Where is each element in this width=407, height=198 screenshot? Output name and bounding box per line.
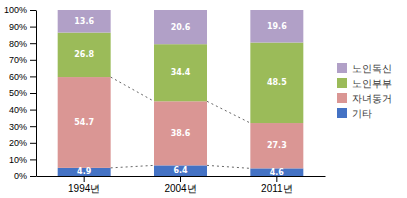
- data-label: 6.4: [173, 166, 188, 175]
- data-label: 38.6: [171, 129, 191, 138]
- legend-label: 기타: [352, 108, 372, 119]
- tick-label: 90%: [9, 22, 27, 32]
- legend-swatch: [337, 108, 347, 118]
- tick-mark: [30, 143, 36, 144]
- tick-label: 20%: [9, 138, 27, 148]
- tick-label: 30%: [9, 122, 27, 132]
- bar: [250, 123, 303, 168]
- bar: [154, 10, 207, 44]
- bar: [58, 10, 111, 33]
- data-label: 4.9: [77, 167, 92, 176]
- data-labels: 4.9 6.4 4.6 54.7 38.6 27.3 26.8 34.4 48.5 13.6 20.…: [74, 17, 287, 177]
- tick-label: 1994년: [68, 183, 100, 194]
- tick-mark: [276, 176, 277, 182]
- y-tick: 10%: [9, 155, 36, 165]
- tick-mark: [180, 176, 181, 182]
- bar: [154, 165, 207, 176]
- tick-mark: [30, 126, 36, 127]
- y-tick: 80%: [9, 39, 36, 49]
- tick-label: 2011년: [261, 183, 293, 194]
- y-tick: 100%: [4, 5, 36, 15]
- data-label: 48.5: [267, 78, 287, 87]
- legend-label: 노인부부: [352, 78, 392, 89]
- y-tick: 50%: [9, 88, 36, 98]
- bar: [154, 44, 207, 101]
- connector-line: [111, 77, 154, 101]
- tick-mark: [30, 76, 36, 77]
- chart: 0% 10% 20% 30% 40% 50% 60% 70% 80% 90% 100% 1994년 20…: [0, 0, 407, 198]
- tick-label: 0%: [14, 171, 27, 181]
- y-tick: 40%: [9, 105, 36, 115]
- legend-label: 노인독신: [352, 63, 392, 74]
- tick-label: 2004년: [164, 183, 196, 194]
- bar: [250, 10, 303, 43]
- tick-label: 60%: [9, 72, 27, 82]
- tick-mark: [30, 159, 36, 160]
- bar: [58, 168, 111, 176]
- bar: [58, 77, 111, 168]
- tick-mark: [30, 93, 36, 94]
- tick-label: 50%: [9, 88, 27, 98]
- y-tick: 90%: [9, 22, 36, 32]
- legend-swatch: [337, 78, 347, 88]
- tick-label: 10%: [9, 155, 27, 165]
- series: [58, 10, 304, 44]
- tick-label: 70%: [9, 55, 27, 65]
- legend-swatch: [337, 93, 347, 103]
- x-tick: 2011년: [261, 176, 293, 194]
- connector-line: [111, 165, 154, 167]
- bar: [250, 43, 303, 124]
- data-label: 54.7: [74, 118, 94, 127]
- y-tick: 70%: [9, 55, 36, 65]
- y-tick: 60%: [9, 72, 36, 82]
- y-axis: 0% 10% 20% 30% 40% 50% 60% 70% 80% 90% 100%: [4, 5, 37, 181]
- tick-mark: [30, 43, 36, 44]
- bar: [250, 168, 303, 176]
- connector-line: [207, 165, 250, 168]
- series: [58, 33, 304, 123]
- data-label: 34.4: [171, 68, 191, 77]
- legend-label: 자녀동거: [352, 93, 392, 104]
- y-tick: 0%: [14, 171, 36, 181]
- tick-mark: [30, 176, 36, 177]
- tick-label: 40%: [9, 105, 27, 115]
- legend-item: 노인독신: [337, 63, 392, 74]
- x-axis: 1994년 2004년 2011년: [37, 176, 326, 194]
- plot: 0% 10% 20% 30% 40% 50% 60% 70% 80% 90% 100% 1994년 20…: [4, 5, 326, 194]
- data-label: 27.3: [267, 141, 287, 150]
- legend-item: 노인부부: [337, 78, 392, 89]
- data-label: 4.6: [270, 168, 285, 177]
- tick-mark: [30, 10, 36, 11]
- x-tick: 1994년: [68, 176, 100, 194]
- data-label: 20.6: [171, 23, 191, 32]
- tick-mark: [84, 176, 85, 182]
- tick-mark: [30, 110, 36, 111]
- legend-swatch: [337, 63, 347, 73]
- tick-mark: [30, 60, 36, 61]
- tick-label: 80%: [9, 39, 27, 49]
- data-label: 26.8: [74, 50, 94, 59]
- data-label: 19.6: [267, 22, 287, 31]
- bar: [58, 33, 111, 77]
- data-label: 13.6: [74, 17, 94, 26]
- axis-line: [36, 11, 37, 177]
- x-tick: 2004년: [164, 176, 196, 194]
- legend: 노인독신노인부부자녀동거기타: [337, 63, 392, 119]
- legend-item: 기타: [337, 108, 372, 119]
- tick-label: 100%: [4, 5, 27, 15]
- connector-line: [207, 101, 250, 123]
- bars: [58, 10, 304, 176]
- y-tick: 20%: [9, 138, 36, 148]
- y-tick: 30%: [9, 122, 36, 132]
- legend-item: 자녀동거: [337, 93, 392, 104]
- bar: [154, 101, 207, 165]
- tick-mark: [30, 27, 36, 28]
